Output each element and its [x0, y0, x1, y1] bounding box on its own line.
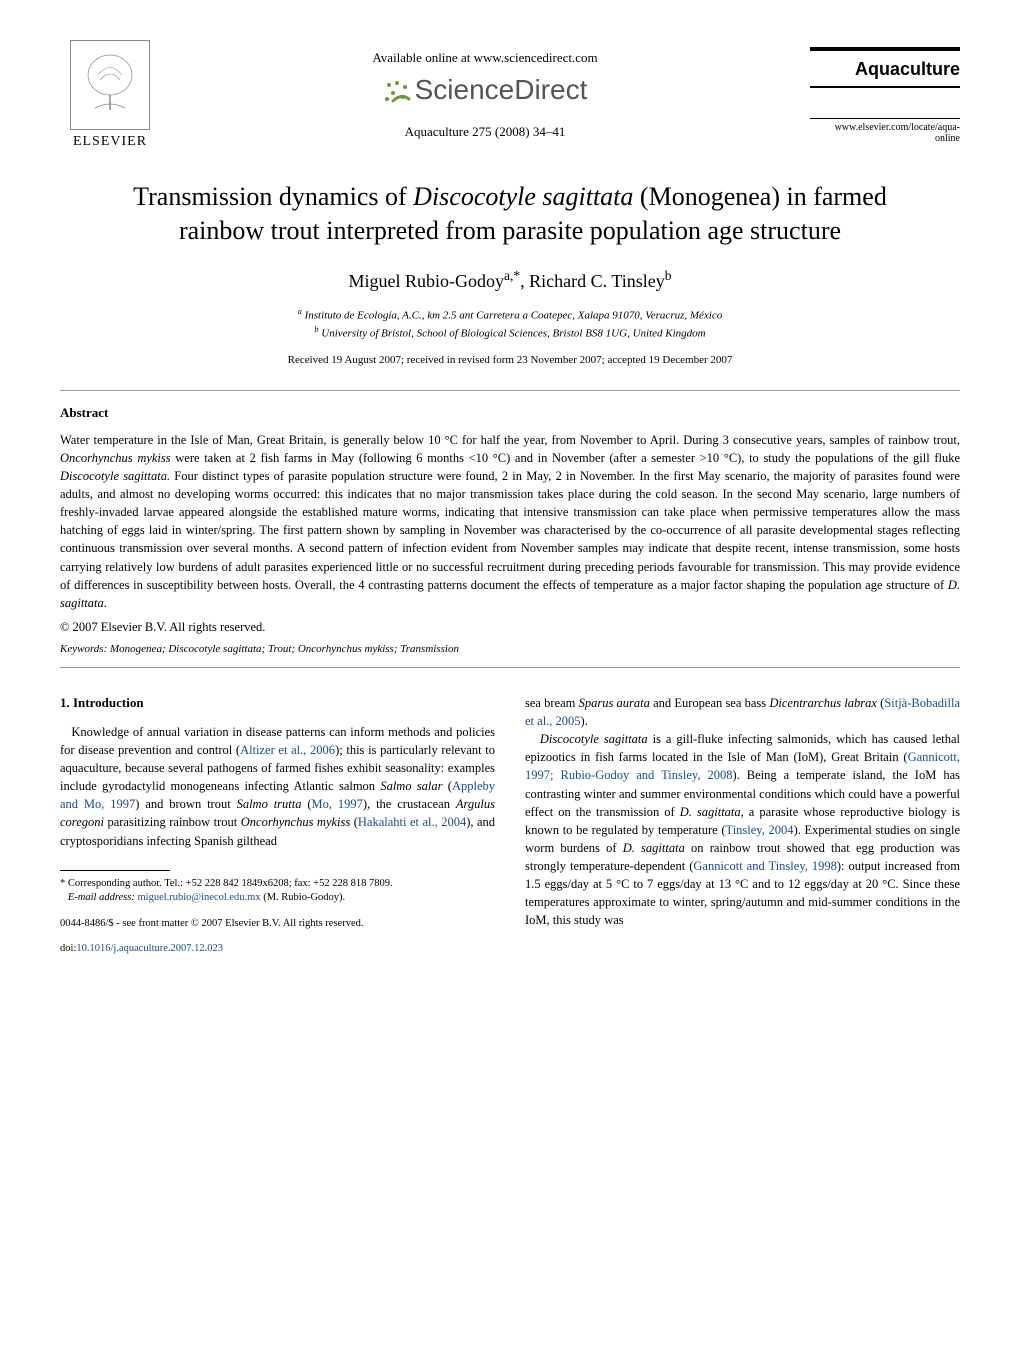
keyword: Monogenea; [107, 643, 168, 655]
species-italic: Sparus aurata [579, 696, 650, 710]
two-column-body: 1. Introduction Knowledge of annual vari… [60, 694, 960, 957]
email-link[interactable]: miguel.rubio@inecol.edu.mx [137, 892, 260, 903]
doi-link[interactable]: 10.1016/j.aquaculture.2007.12.023 [76, 943, 223, 954]
abstract-seg: Four distinct types of parasite populati… [60, 469, 960, 592]
text-seg: parasitizing rainbow trout [104, 815, 241, 829]
copyright: © 2007 Elsevier B.V. All rights reserved… [60, 620, 960, 635]
sciencedirect-icon [383, 79, 413, 105]
abstract-italic: Oncorhynchus mykiss [60, 451, 171, 465]
citation-link[interactable]: Hakalahti et al., 2004 [358, 815, 466, 829]
intro-paragraph: Knowledge of annual variation in disease… [60, 723, 495, 850]
species-italic: Salmo salar [380, 779, 442, 793]
text-seg: and European sea bass [650, 696, 769, 710]
article-dates: Received 19 August 2007; received in rev… [60, 354, 960, 366]
right-column: sea bream Sparus aurata and European sea… [525, 694, 960, 957]
sciencedirect-logo: ScienceDirect [160, 74, 810, 106]
author-1: Miguel Rubio-Godoy [349, 271, 505, 291]
citation-link[interactable]: Gannicott and Tinsley, 1998 [693, 859, 837, 873]
keyword-italic: Discocotyle sagittata [168, 643, 261, 655]
authors: Miguel Rubio-Godoya,*, Richard C. Tinsle… [60, 268, 960, 292]
affiliations: a Instituto de Ecología, A.C., km 2.5 an… [60, 306, 960, 342]
corresponding-footnote: * Corresponding author. Tel.: +52 228 84… [60, 877, 495, 892]
email-label: E-mail address: [68, 892, 135, 903]
author-2: , Richard C. Tinsley [520, 271, 665, 291]
species-italic: Discocotyle sagittata [540, 732, 648, 746]
doi-label: doi: [60, 943, 76, 954]
journal-url: www.elsevier.com/locate/aqua-online [810, 118, 960, 144]
species-italic: Oncorhynchus mykiss [241, 815, 350, 829]
title-part1b: (Monogenea) in farmed [633, 182, 886, 211]
species-italic: Dicentrarchus labrax [769, 696, 877, 710]
email-author: (M. Rubio-Godoy). [261, 892, 346, 903]
citation-link[interactable]: Altizer et al., 2006 [240, 743, 335, 757]
text-seg: ( [350, 815, 358, 829]
text-seg: ), the crustacean [363, 797, 456, 811]
journal-box: Aquaculture www.elsevier.com/locate/aqua… [810, 47, 960, 144]
text-seg: sea bream [525, 696, 579, 710]
footnote-divider [60, 870, 170, 871]
title-italic: Discocotyle sagittata [413, 182, 633, 211]
journal-name: Aquaculture [810, 47, 960, 88]
available-online-text: Available online at www.sciencedirect.co… [160, 50, 810, 66]
article-title: Transmission dynamics of Discocotyle sag… [60, 180, 960, 248]
text-seg: ). [581, 714, 588, 728]
abstract-text: Water temperature in the Isle of Man, Gr… [60, 431, 960, 612]
author-2-affil: b [665, 268, 672, 283]
intro-paragraph-cont: sea bream Sparus aurata and European sea… [525, 694, 960, 730]
left-column: 1. Introduction Knowledge of annual vari… [60, 694, 495, 957]
keyword: ; Transmission [394, 643, 459, 655]
publisher-name: ELSEVIER [73, 134, 147, 150]
title-part2: rainbow trout interpreted from parasite … [179, 216, 841, 245]
abstract-seg: were taken at 2 fish farms in May (follo… [171, 451, 960, 465]
text-seg: ) and brown trout [135, 797, 236, 811]
title-part1: Transmission dynamics of [133, 182, 413, 211]
elsevier-tree-icon [70, 40, 150, 130]
email-footnote: E-mail address: miguel.rubio@inecol.edu.… [60, 891, 495, 906]
issn-line: 0044-8486/$ - see front matter © 2007 El… [60, 916, 495, 931]
text-seg: ( [443, 779, 452, 793]
abstract-seg: . [104, 596, 107, 610]
affiliation-a: Instituto de Ecología, A.C., km 2.5 ant … [305, 309, 723, 321]
divider [60, 390, 960, 391]
publisher-logo: ELSEVIER [60, 40, 160, 150]
affiliation-b: University of Bristol, School of Biologi… [321, 327, 705, 339]
doi-line: doi:10.1016/j.aquaculture.2007.12.023 [60, 941, 495, 956]
sciencedirect-text: ScienceDirect [415, 74, 588, 105]
center-header: Available online at www.sciencedirect.co… [160, 50, 810, 140]
abstract-heading: Abstract [60, 405, 960, 421]
species-italic: D. sagittata [623, 841, 685, 855]
abstract-seg: Water temperature in the Isle of Man, Gr… [60, 433, 960, 447]
intro-heading: 1. Introduction [60, 694, 495, 713]
keyword-italic: Oncorhynchus mykiss [298, 643, 394, 655]
abstract-italic: Discocotyle sagittata. [60, 469, 170, 483]
keywords-label: Keywords: [60, 643, 107, 655]
species-italic: D. sagittata [680, 805, 741, 819]
keyword: ; Trout; [262, 643, 298, 655]
divider [60, 667, 960, 668]
species-italic: Salmo trutta [237, 797, 302, 811]
journal-reference: Aquaculture 275 (2008) 34–41 [160, 124, 810, 140]
keywords: Keywords: Monogenea; Discocotyle sagitta… [60, 643, 960, 655]
page-header: ELSEVIER Available online at www.science… [60, 40, 960, 150]
citation-link[interactable]: Mo, 1997 [312, 797, 363, 811]
intro-paragraph-2: Discocotyle sagittata is a gill-fluke in… [525, 730, 960, 929]
citation-link[interactable]: Tinsley, 2004 [726, 823, 794, 837]
text-seg: ( [302, 797, 312, 811]
